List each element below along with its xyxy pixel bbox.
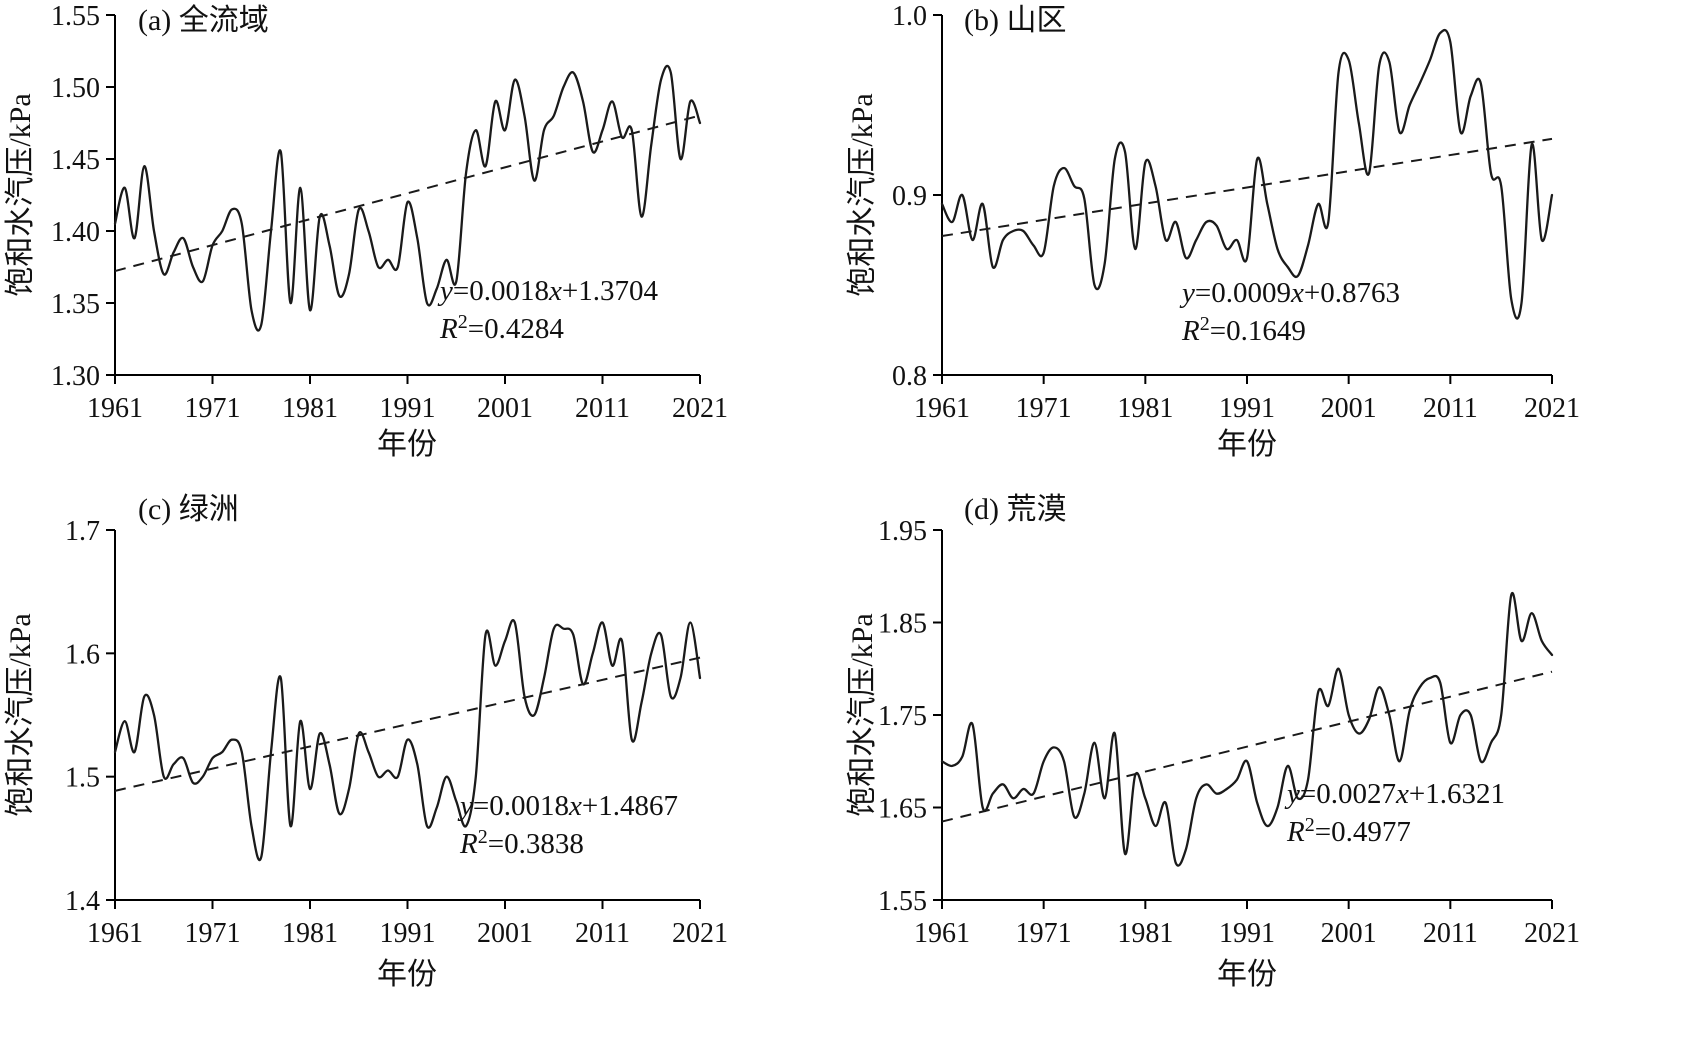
y-tick-label: 1.4 <box>65 886 100 917</box>
plot-area-b: 0.8 0.9 1.0 1961 1971 1981 1991 2001 2011 2021 <box>892 1 1580 424</box>
r-squared-b: R2=0.1649 <box>1181 313 1306 347</box>
x-tick-label: 2001 <box>477 918 533 949</box>
x-tick-label: 2021 <box>672 393 728 424</box>
x-tick-label: 2001 <box>1321 393 1377 424</box>
y-tick-label: 1.45 <box>51 145 100 176</box>
regression-equation-d: y=0.0027x+1.6321 <box>1284 778 1505 810</box>
y-tick-label: 1.85 <box>878 609 927 640</box>
trend-line <box>941 670 1553 823</box>
y-tick-label: 1.55 <box>51 1 100 32</box>
r-squared-a: R2=0.4284 <box>439 311 564 345</box>
data-series-line <box>113 619 702 861</box>
y-tick-label: 1.95 <box>878 516 927 547</box>
y-tick-label: 1.35 <box>51 289 100 320</box>
trend-line <box>114 114 701 272</box>
y-tick-label: 0.9 <box>892 181 927 212</box>
panel-title-a: (a) 全流域 <box>138 4 269 37</box>
x-tick-label: 1961 <box>914 918 970 949</box>
x-axis-label-a: 年份 <box>377 428 437 461</box>
x-tick-label: 1971 <box>185 918 241 949</box>
trend-line <box>114 656 701 792</box>
x-tick-label: 1991 <box>1219 918 1275 949</box>
x-tick-label: 2001 <box>1321 918 1377 949</box>
x-tick-label: 1971 <box>1016 393 1072 424</box>
y-tick-label: 1.7 <box>65 516 100 547</box>
y-tick-label: 1.40 <box>51 217 100 248</box>
plot-area-d: 1.55 1.65 1.75 1.85 1.95 1961 1971 1981 1991 2001… <box>878 516 1580 949</box>
x-tick-label: 1991 <box>1219 393 1275 424</box>
chart-panel-b: (b) 山区 饱和水汽压/kPa 年份 0.8 0.9 1.0 1961 1971 198… <box>846 1 1580 461</box>
y-tick-label: 1.75 <box>878 701 927 732</box>
data-series-line <box>940 29 1554 320</box>
x-tick-label: 2021 <box>1524 918 1580 949</box>
panel-title-d: (d) 荒漠 <box>964 493 1066 526</box>
trend-line <box>941 137 1553 238</box>
x-tick-label: 1961 <box>914 393 970 424</box>
y-tick-label: 1.5 <box>65 763 100 794</box>
x-tick-label: 1991 <box>380 918 436 949</box>
y-axis-label-c: 饱和水汽压/kPa <box>4 613 37 816</box>
x-axis-label-c: 年份 <box>377 958 437 991</box>
data-series-line <box>113 64 702 332</box>
x-axis-label-d: 年份 <box>1217 958 1277 991</box>
plot-area-c: 1.4 1.5 1.6 1.7 1961 1971 1981 1991 2001 2011 2021 <box>65 516 728 949</box>
y-tick-label: 1.65 <box>878 794 927 825</box>
r-squared-c: R2=0.3838 <box>459 826 584 860</box>
x-tick-label: 1991 <box>380 393 436 424</box>
x-tick-label: 2011 <box>1423 918 1478 949</box>
axis-lines <box>114 15 700 376</box>
chart-panel-c: (c) 绿洲 饱和水汽压/kPa 年份 1.4 1.5 1.6 1.7 1961 1971… <box>4 493 728 991</box>
x-axis-label-b: 年份 <box>1217 428 1277 461</box>
x-tick-label: 1961 <box>87 918 143 949</box>
x-tick-label: 1981 <box>282 918 338 949</box>
x-tick-label: 2011 <box>575 393 630 424</box>
chart-panel-d: (d) 荒漠 饱和水汽压/kPa 年份 1.55 1.65 1.75 1.85 1.95… <box>846 493 1580 991</box>
plot-area-a: 1.30 1.35 1.40 1.45 1.50 1.55 1961 1971 1981 1991… <box>51 1 728 424</box>
x-tick-label: 1961 <box>87 393 143 424</box>
y-axis-label-a: 饱和水汽压/kPa <box>4 93 37 296</box>
x-tick-label: 2001 <box>477 393 533 424</box>
x-tick-label: 2011 <box>575 918 630 949</box>
x-tick-label: 1971 <box>1016 918 1072 949</box>
x-tick-label: 1981 <box>1117 918 1173 949</box>
y-tick-label: 1.50 <box>51 73 100 104</box>
r-squared-d: R2=0.4977 <box>1286 814 1411 848</box>
x-tick-label: 2021 <box>672 918 728 949</box>
y-tick-label: 1.30 <box>51 361 100 392</box>
regression-equation-a: y=0.0018x+1.3704 <box>437 275 658 307</box>
y-tick-label: 1.55 <box>878 886 927 917</box>
x-tick-label: 2021 <box>1524 393 1580 424</box>
regression-equation-b: y=0.0009x+0.8763 <box>1179 277 1400 309</box>
y-tick-label: 1.6 <box>65 639 100 670</box>
x-tick-label: 2011 <box>1423 393 1478 424</box>
regression-equation-c: y=0.0018x+1.4867 <box>457 790 678 822</box>
panel-title-b: (b) 山区 <box>964 4 1066 37</box>
panel-title-c: (c) 绿洲 <box>138 493 239 526</box>
axis-lines <box>114 530 700 901</box>
y-axis-label-d: 饱和水汽压/kPa <box>846 613 879 816</box>
chart-panel-a: (a) 全流域 饱和水汽压/kPa 年份 1.30 1.35 1.40 1.45 1.5… <box>4 1 728 461</box>
x-tick-label: 1971 <box>185 393 241 424</box>
y-tick-label: 1.0 <box>892 1 927 32</box>
y-tick-label: 0.8 <box>892 361 927 392</box>
x-tick-label: 1981 <box>1117 393 1173 424</box>
x-tick-label: 1981 <box>282 393 338 424</box>
data-series-line <box>940 591 1554 867</box>
y-axis-label-b: 饱和水汽压/kPa <box>846 93 879 296</box>
